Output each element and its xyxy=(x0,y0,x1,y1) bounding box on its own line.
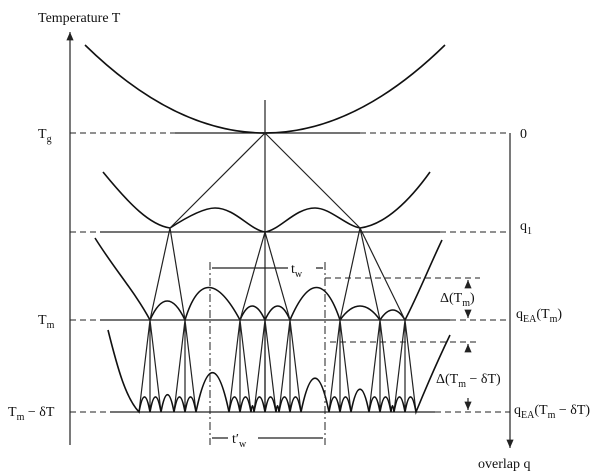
temperature-level-label-part: m xyxy=(47,320,55,331)
overlap-level-label-part: 0 xyxy=(520,127,527,142)
gap-label-part: Δ(T xyxy=(436,372,459,387)
overlap-level-label-part: q xyxy=(520,219,527,234)
temperature-level-label: Tm xyxy=(38,313,55,331)
overlap-level-label-part: q xyxy=(514,403,521,418)
landscape-level-3 xyxy=(94,237,443,323)
temperature-level-label-part: m xyxy=(17,412,25,423)
gap-label-part: Δ(T xyxy=(440,291,463,306)
landscape-level-2 xyxy=(102,171,431,233)
overlap-level-label: qEA(Tm) xyxy=(516,307,562,325)
temperature-level-label-part: T xyxy=(8,405,17,420)
gap-label: Δ(Tm) xyxy=(440,291,475,309)
temperature-level-label-part: − δT xyxy=(24,405,54,420)
overlap-level-label-part: ) xyxy=(557,307,562,322)
gap-label-part: m xyxy=(458,379,466,390)
y-axis-label: Temperature T xyxy=(38,11,121,26)
overlap-level-label-part: m xyxy=(550,314,558,325)
gap-label: Δ(Tm − δT) xyxy=(436,372,501,390)
overlap-level-label-part: q xyxy=(516,307,523,322)
gap-label-part: ) xyxy=(470,291,475,306)
branches-level-3 xyxy=(149,227,406,321)
temperature-level-label: Tm − δT xyxy=(8,405,55,423)
waiting-time-label-part: w xyxy=(239,439,247,450)
gap-arrows xyxy=(325,277,480,410)
overlap-level-label-part: − δT) xyxy=(555,403,590,418)
waiting-time-label-part: t′ xyxy=(232,432,239,447)
overlap-level-label-part: m xyxy=(548,410,556,421)
temperature-level-label-part: T xyxy=(38,313,47,328)
overlap-level-label-part: (T xyxy=(534,403,548,418)
overlap-level-label-part: EA xyxy=(521,410,535,421)
waiting-time-label: t′w xyxy=(232,432,247,450)
branches-level-4 xyxy=(138,319,417,413)
gap-label-part: − δT) xyxy=(466,372,501,387)
overlap-level-label-part: 1 xyxy=(527,226,532,237)
waiting-time-label-part: t xyxy=(291,262,295,277)
temperature-level-label-part: T xyxy=(38,127,47,142)
landscape-level-4-curve xyxy=(107,329,451,415)
overlap-level-label-part: EA xyxy=(523,314,537,325)
levels xyxy=(70,132,510,413)
overlap-level-label: qEA(Tm − δT) xyxy=(514,403,590,421)
temperature-level-label-part: g xyxy=(47,134,52,145)
waiting-time-label-part: w xyxy=(295,269,303,280)
waiting-time-brackets xyxy=(209,258,326,448)
gap-label-part: m xyxy=(462,298,470,309)
overlap-level-label: q1 xyxy=(520,219,532,237)
overlap-level-label-part: (T xyxy=(536,307,550,322)
x-axis-label: overlap q xyxy=(478,457,530,472)
overlap-level-label: 0 xyxy=(520,127,527,142)
temperature-level-label: Tg xyxy=(38,127,52,145)
waiting-time-label: tw xyxy=(291,262,303,280)
landscape-level-4 xyxy=(107,319,451,415)
